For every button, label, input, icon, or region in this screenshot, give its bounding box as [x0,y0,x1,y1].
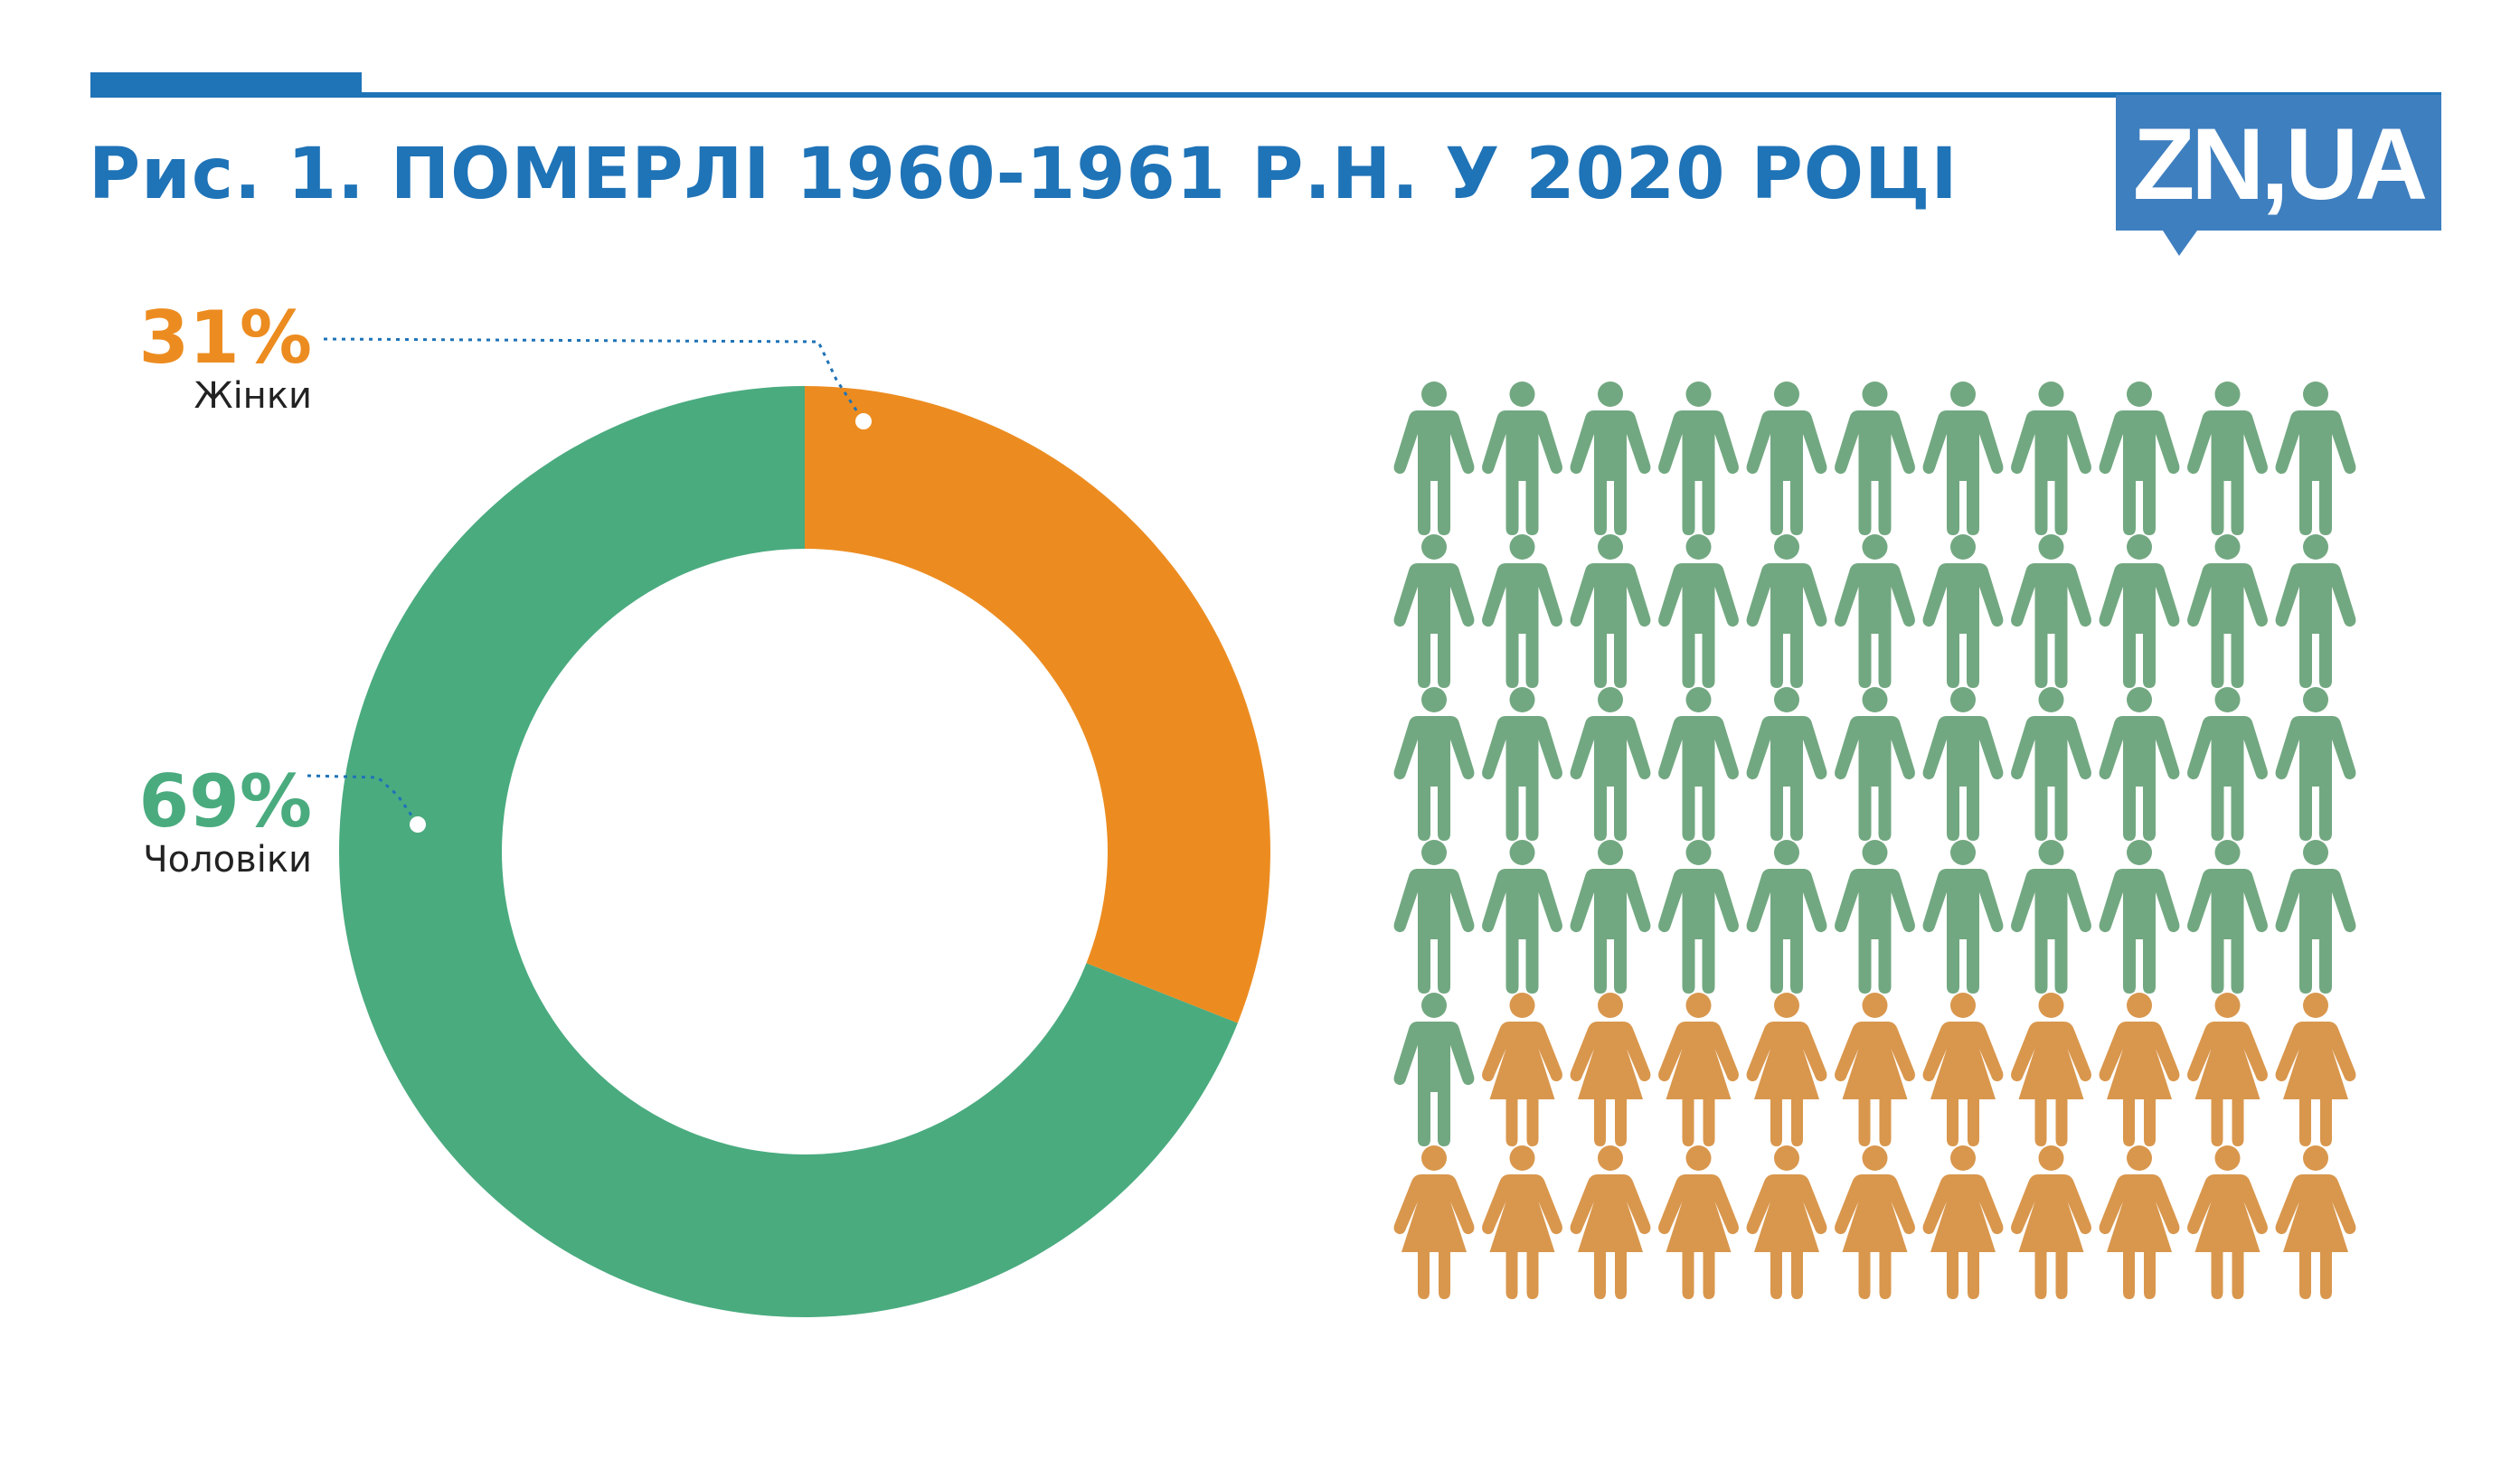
woman-icon [1922,993,2004,1146]
chart-title: Рис. 1. ПОМЕРЛІ 1960-1961 Р.Н. У 2020 РО… [89,134,1958,215]
woman-icon [1393,1145,1475,1299]
man-icon [1570,382,1651,535]
man-icon [2187,840,2268,994]
man-icon [1746,687,1827,841]
man-icon [2099,687,2180,841]
men-leader-line-dot [410,816,426,833]
woman-icon [2187,993,2268,1146]
man-icon [1922,382,2004,535]
woman-icon [1482,993,1562,1146]
header-rule [90,92,2441,98]
man-icon [1922,687,2004,841]
men-label: 69% Чоловіки [54,759,312,881]
man-icon [2187,534,2268,688]
woman-icon [1835,993,1915,1146]
donut-slice-women [805,386,1270,1023]
man-icon [2187,382,2268,535]
women-leader-line-dot [855,413,872,429]
man-icon [1746,840,1827,994]
man-icon [1922,840,2004,994]
man-icon [2011,687,2091,841]
man-icon [1658,840,1739,994]
woman-icon [2187,1145,2268,1299]
woman-icon [1482,1145,1562,1299]
man-icon [1482,840,1562,994]
woman-icon [2099,1145,2180,1299]
women-label: 31% Жінки [81,296,312,417]
man-icon [1835,382,1915,535]
zn-ua-logo: ZN,UA [2116,95,2441,256]
man-icon [2011,382,2091,535]
woman-icon [1570,1145,1651,1299]
man-icon [1658,687,1739,841]
man-icon [2275,382,2356,535]
man-icon [2187,687,2268,841]
man-icon [1482,534,1562,688]
man-icon [2275,534,2356,688]
men-percent: 69% [138,759,312,843]
man-icon [1482,687,1562,841]
woman-icon [1570,993,1651,1146]
man-icon [2099,382,2180,535]
women-category: Жінки [193,375,312,417]
man-icon [1393,687,1475,841]
logo-text: ZN,UA [2133,108,2425,221]
woman-icon [1658,993,1739,1146]
man-icon [1482,382,1562,535]
man-icon [2099,840,2180,994]
woman-icon [1658,1145,1739,1299]
woman-icon [2011,993,2091,1146]
woman-icon [2275,1145,2356,1299]
women-percent: 31% [138,296,312,380]
men-leader-line [307,774,420,825]
woman-icon [1746,993,1827,1146]
man-icon [1393,840,1475,994]
man-icon [1393,993,1475,1146]
people-pictogram [1393,382,2356,1299]
man-icon [2099,534,2180,688]
man-icon [2011,840,2091,994]
man-icon [1658,382,1739,535]
woman-icon [1835,1145,1915,1299]
man-icon [2275,840,2356,994]
men-category: Чоловіки [143,839,312,881]
woman-icon [1746,1145,1827,1299]
man-icon [1570,687,1651,841]
man-icon [1570,534,1651,688]
woman-icon [2099,993,2180,1146]
man-icon [1835,687,1915,841]
woman-icon [2011,1145,2091,1299]
man-icon [1835,840,1915,994]
woman-icon [1922,1145,2004,1299]
man-icon [1922,534,2004,688]
man-icon [1393,534,1475,688]
woman-icon [2275,993,2356,1146]
man-icon [2011,534,2091,688]
man-icon [1746,382,1827,535]
man-icon [1570,840,1651,994]
man-icon [1393,382,1475,535]
man-icon [1746,534,1827,688]
donut-slice-men [339,386,1238,1318]
women-leader-line [323,337,865,422]
man-icon [1658,534,1739,688]
man-icon [2275,687,2356,841]
man-icon [1835,534,1915,688]
